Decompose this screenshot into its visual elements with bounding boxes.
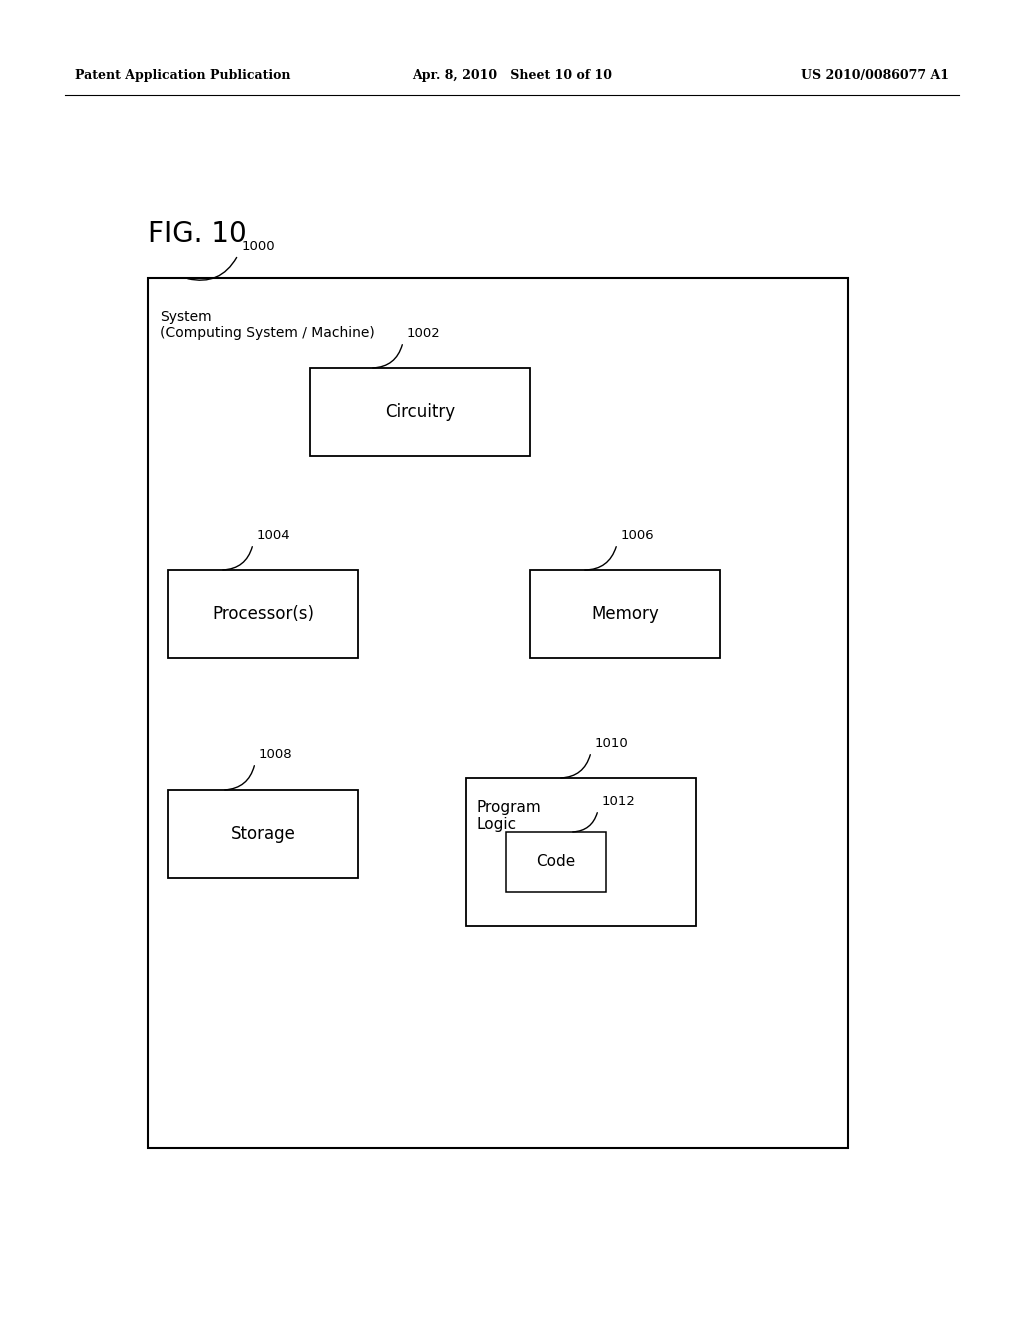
Text: Storage: Storage bbox=[230, 825, 296, 843]
Text: 1004: 1004 bbox=[257, 529, 291, 543]
Text: Program
Logic: Program Logic bbox=[477, 800, 542, 833]
Bar bbox=[466, 777, 696, 927]
Text: System
(Computing System / Machine): System (Computing System / Machine) bbox=[160, 310, 375, 341]
Bar bbox=[310, 368, 530, 455]
Bar bbox=[530, 570, 720, 657]
Text: Memory: Memory bbox=[591, 605, 658, 623]
Text: 1008: 1008 bbox=[259, 748, 293, 762]
Text: 1000: 1000 bbox=[242, 240, 275, 253]
Bar bbox=[148, 279, 848, 1148]
Text: 1012: 1012 bbox=[602, 795, 636, 808]
Text: 1002: 1002 bbox=[407, 327, 440, 341]
Text: Processor(s): Processor(s) bbox=[212, 605, 314, 623]
Text: Patent Application Publication: Patent Application Publication bbox=[75, 69, 291, 82]
Text: 1006: 1006 bbox=[621, 529, 654, 543]
Text: FIG. 10: FIG. 10 bbox=[148, 220, 247, 248]
Bar bbox=[506, 832, 606, 892]
Bar bbox=[168, 789, 358, 878]
Text: US 2010/0086077 A1: US 2010/0086077 A1 bbox=[801, 69, 949, 82]
Text: Circuitry: Circuitry bbox=[385, 403, 455, 421]
Text: Apr. 8, 2010   Sheet 10 of 10: Apr. 8, 2010 Sheet 10 of 10 bbox=[412, 69, 612, 82]
Text: 1010: 1010 bbox=[595, 737, 629, 750]
Bar bbox=[168, 570, 358, 657]
Text: Code: Code bbox=[537, 854, 575, 870]
